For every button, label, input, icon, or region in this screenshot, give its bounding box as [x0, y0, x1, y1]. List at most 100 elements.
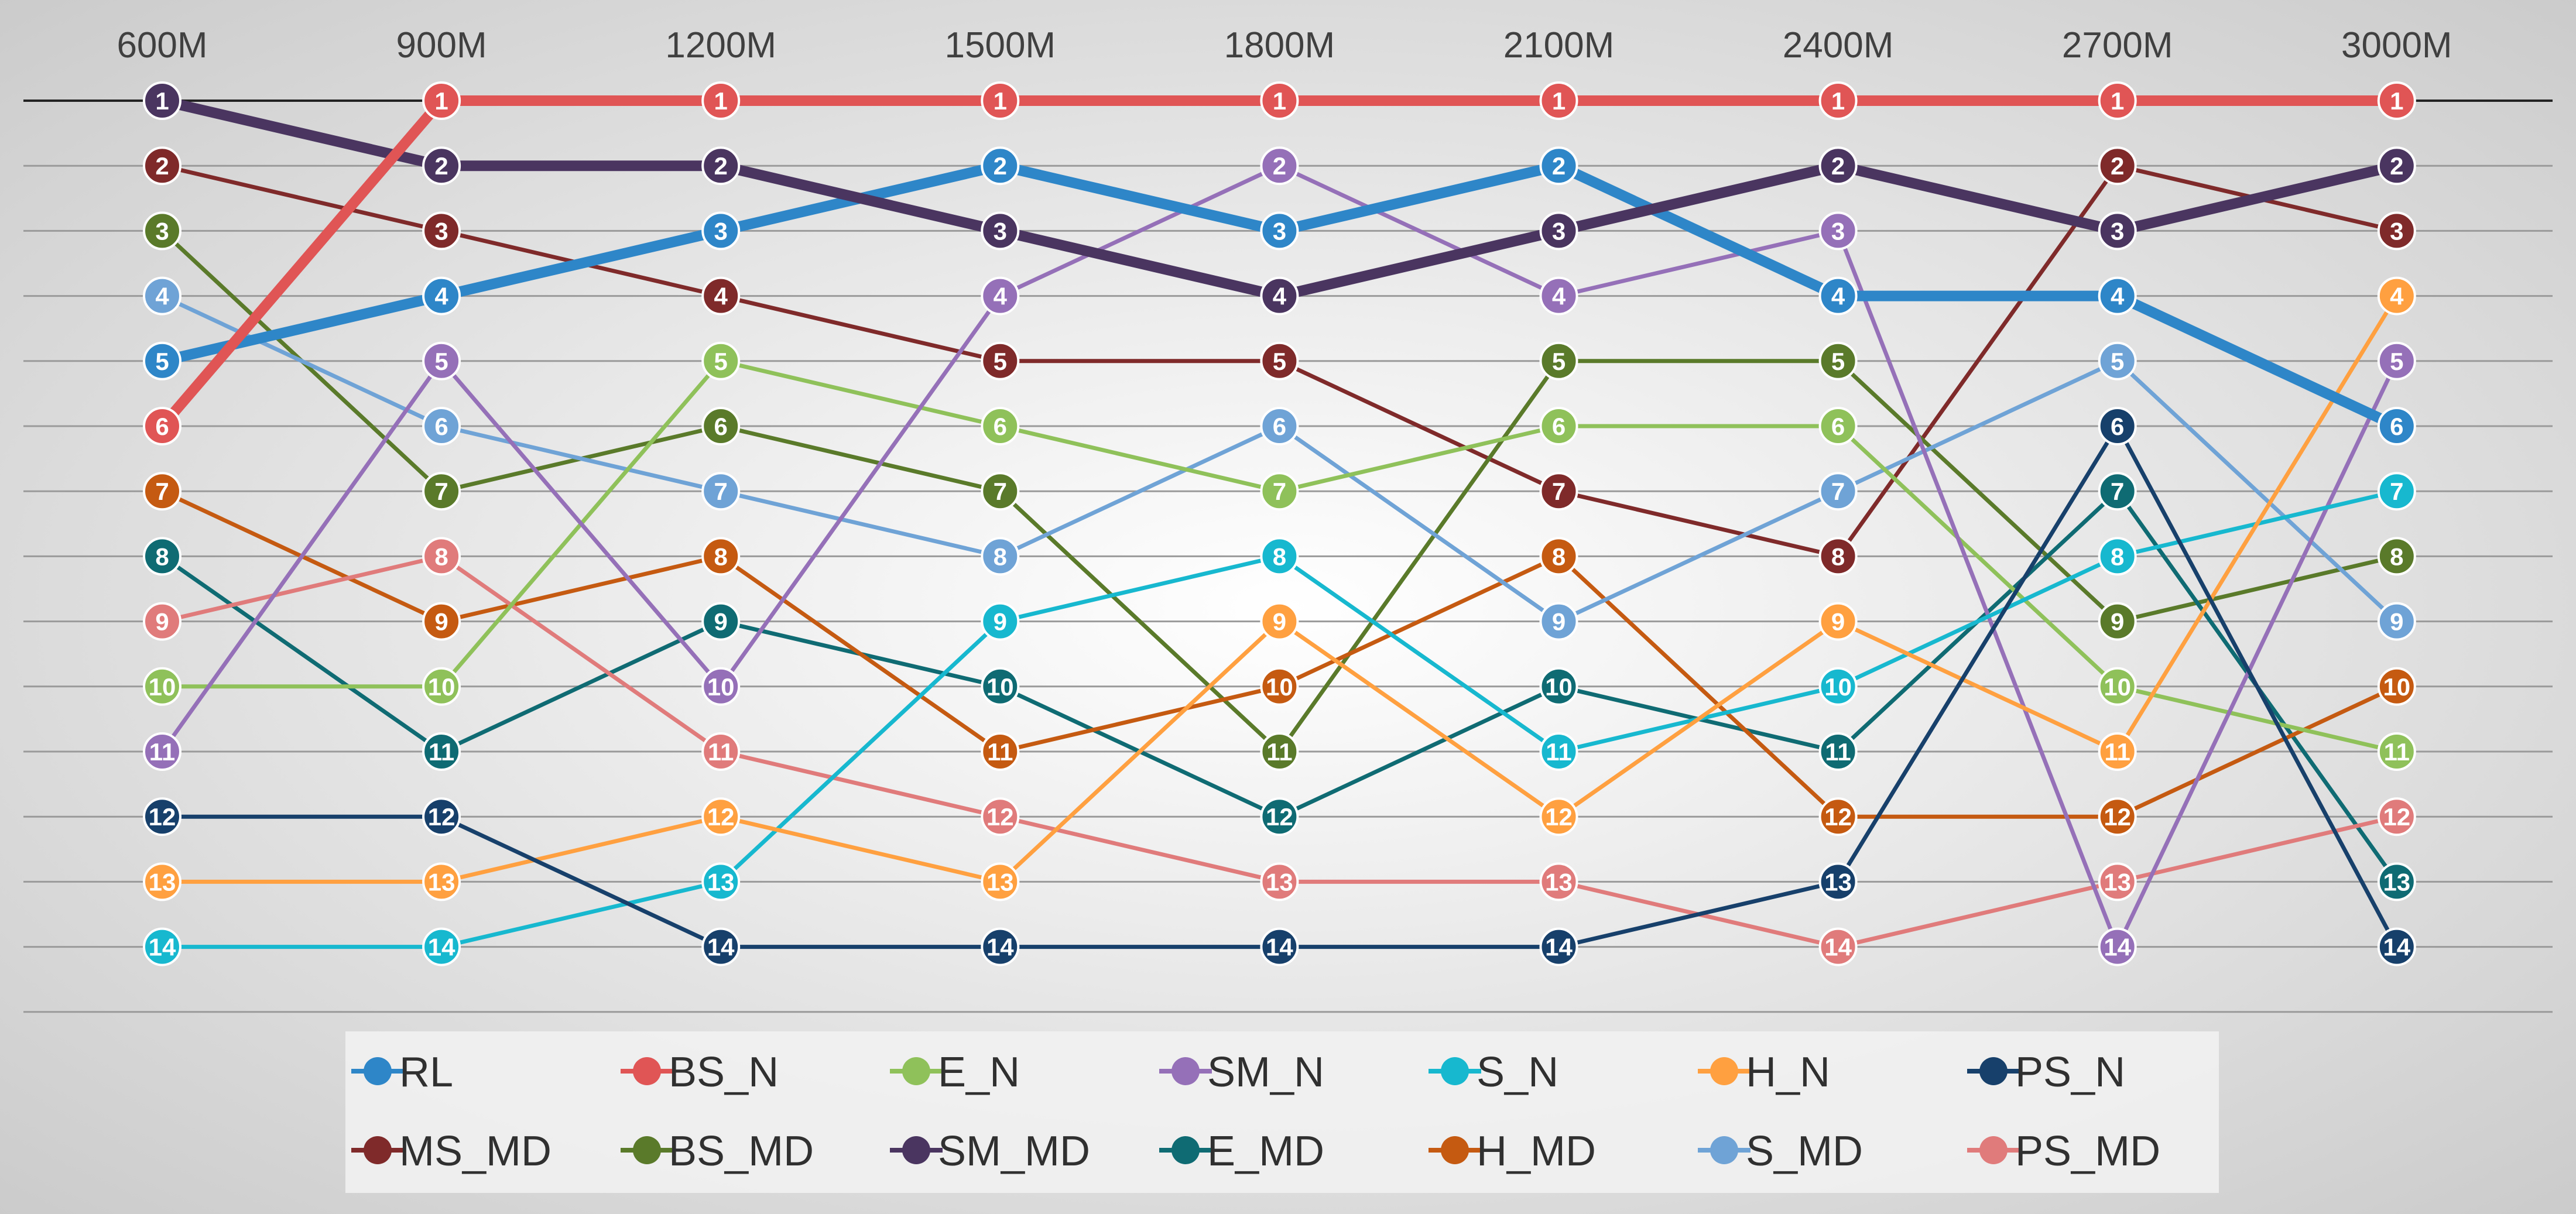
marker-label-h-n: 4: [2390, 283, 2404, 310]
marker-ms-md: [1818, 537, 1858, 576]
marker-label-ms-md: 8: [1831, 543, 1845, 570]
marker-label-s-n: 10: [1824, 673, 1852, 701]
marker-h-n: [422, 862, 461, 901]
marker-label-ps-md: 13: [1545, 868, 1573, 896]
marker-label-bs-md: 7: [434, 478, 448, 505]
marker-s-n: [143, 927, 181, 966]
legend-marker-e-n: [902, 1057, 930, 1085]
marker-label-bs-md: 8: [2390, 543, 2403, 570]
marker-s-n: [981, 602, 1020, 641]
marker-label-h-md: 10: [1266, 673, 1293, 701]
marker-label-ps-md: 12: [2383, 803, 2410, 831]
marker-label-sm-n: 5: [434, 348, 448, 375]
x-tick-label: 600M: [117, 25, 207, 66]
marker-label-e-n: 7: [1273, 478, 1286, 505]
marker-label-ms-md: 7: [1552, 478, 1566, 505]
marker-label-ps-md: 14: [1824, 934, 1852, 961]
marker-ps-n: [701, 927, 741, 966]
marker-label-bs-n: 6: [155, 413, 169, 440]
marker-sm-n: [143, 732, 181, 771]
marker-e-n: [143, 667, 181, 706]
marker-label-e-md: 7: [2111, 478, 2124, 505]
marker-s-n: [701, 862, 741, 901]
marker-sm-md: [701, 146, 741, 186]
marker-label-ps-md: 11: [708, 738, 734, 766]
marker-e-n: [1260, 472, 1299, 511]
marker-ms-md: [981, 341, 1020, 380]
marker-label-s-n: 9: [994, 608, 1007, 636]
marker-sm-md: [1818, 146, 1858, 186]
marker-ms-md: [1260, 341, 1299, 380]
marker-label-sm-n: 14: [2104, 934, 2131, 961]
marker-label-h-md: 8: [714, 543, 728, 570]
marker-label-h-n: 12: [1545, 803, 1573, 831]
legend-marker-e-md: [1171, 1136, 1200, 1164]
marker-label-ms-md: 3: [434, 217, 448, 245]
marker-label-h-n: 9: [1273, 608, 1286, 636]
marker-e-md: [1260, 797, 1299, 836]
legend-box: [345, 1031, 2219, 1193]
marker-h-md: [143, 472, 181, 511]
marker-sm-n: [2377, 341, 2416, 380]
marker-label-bs-n: 1: [1273, 87, 1286, 115]
marker-ps-md: [1260, 862, 1299, 901]
marker-h-md: [2377, 667, 2416, 706]
legend-marker-rl: [364, 1057, 392, 1085]
x-tick-label: 900M: [396, 25, 487, 66]
marker-s-n: [422, 927, 461, 966]
marker-label-bs-md: 5: [1831, 348, 1845, 375]
marker-label-h-n: 13: [149, 868, 176, 896]
marker-label-sm-md: 3: [1552, 217, 1566, 245]
legend-marker-h-n: [1710, 1057, 1738, 1085]
marker-h-n: [701, 797, 741, 836]
marker-h-md: [422, 602, 461, 641]
marker-label-bs-n: 1: [434, 87, 448, 115]
marker-label-sm-n: 11: [149, 738, 175, 766]
marker-label-sm-md: 2: [1831, 152, 1845, 180]
marker-label-e-n: 10: [149, 673, 176, 701]
marker-bs-n: [981, 81, 1020, 120]
legend-marker-sm-md: [902, 1136, 930, 1164]
marker-ps-n: [422, 797, 461, 836]
marker-label-ps-md: 12: [986, 803, 1014, 831]
marker-h-n: [1539, 797, 1578, 836]
legend-label-s-md: S_MD: [1746, 1128, 1863, 1175]
marker-sm-n: [981, 276, 1020, 315]
marker-bs-n: [143, 407, 181, 445]
marker-label-ps-n: 12: [428, 803, 455, 831]
marker-rl: [2098, 276, 2137, 315]
marker-e-md: [981, 667, 1020, 706]
marker-label-s-md: 7: [714, 478, 728, 505]
marker-label-bs-md: 11: [1266, 738, 1292, 766]
marker-label-ms-md: 5: [1273, 348, 1286, 375]
marker-label-bs-n: 1: [1831, 87, 1845, 115]
marker-ps-md: [143, 602, 181, 641]
marker-e-n: [1539, 407, 1578, 445]
marker-label-h-md: 7: [155, 478, 169, 505]
legend-label-s-n: S_N: [1477, 1049, 1558, 1096]
marker-sm-n: [2098, 927, 2137, 966]
marker-s-md: [1539, 602, 1578, 641]
marker-label-e-n: 11: [2384, 738, 2410, 766]
marker-label-s-md: 5: [2111, 348, 2124, 375]
marker-rl: [701, 211, 741, 251]
legend-marker-sm-n: [1171, 1057, 1200, 1085]
marker-label-sm-md: 2: [714, 152, 728, 180]
marker-label-ps-n: 13: [1824, 868, 1852, 896]
marker-label-s-n: 8: [2111, 543, 2124, 570]
marker-label-e-n: 6: [1831, 413, 1845, 440]
marker-sm-md: [422, 146, 461, 186]
marker-ms-md: [422, 211, 461, 251]
marker-s-md: [2377, 602, 2416, 641]
marker-sm-md: [981, 211, 1020, 251]
marker-label-s-n: 14: [428, 934, 455, 961]
marker-label-bs-n: 1: [2390, 87, 2403, 115]
marker-label-h-md: 10: [2383, 673, 2410, 701]
marker-e-n: [2098, 667, 2137, 706]
marker-label-s-n: 7: [2390, 478, 2403, 505]
x-tick-label: 1500M: [945, 25, 1056, 66]
marker-label-s-md: 4: [155, 283, 169, 310]
marker-label-s-md: 6: [434, 413, 448, 440]
x-tick-label: 2100M: [1503, 25, 1615, 66]
marker-s-md: [701, 472, 741, 511]
